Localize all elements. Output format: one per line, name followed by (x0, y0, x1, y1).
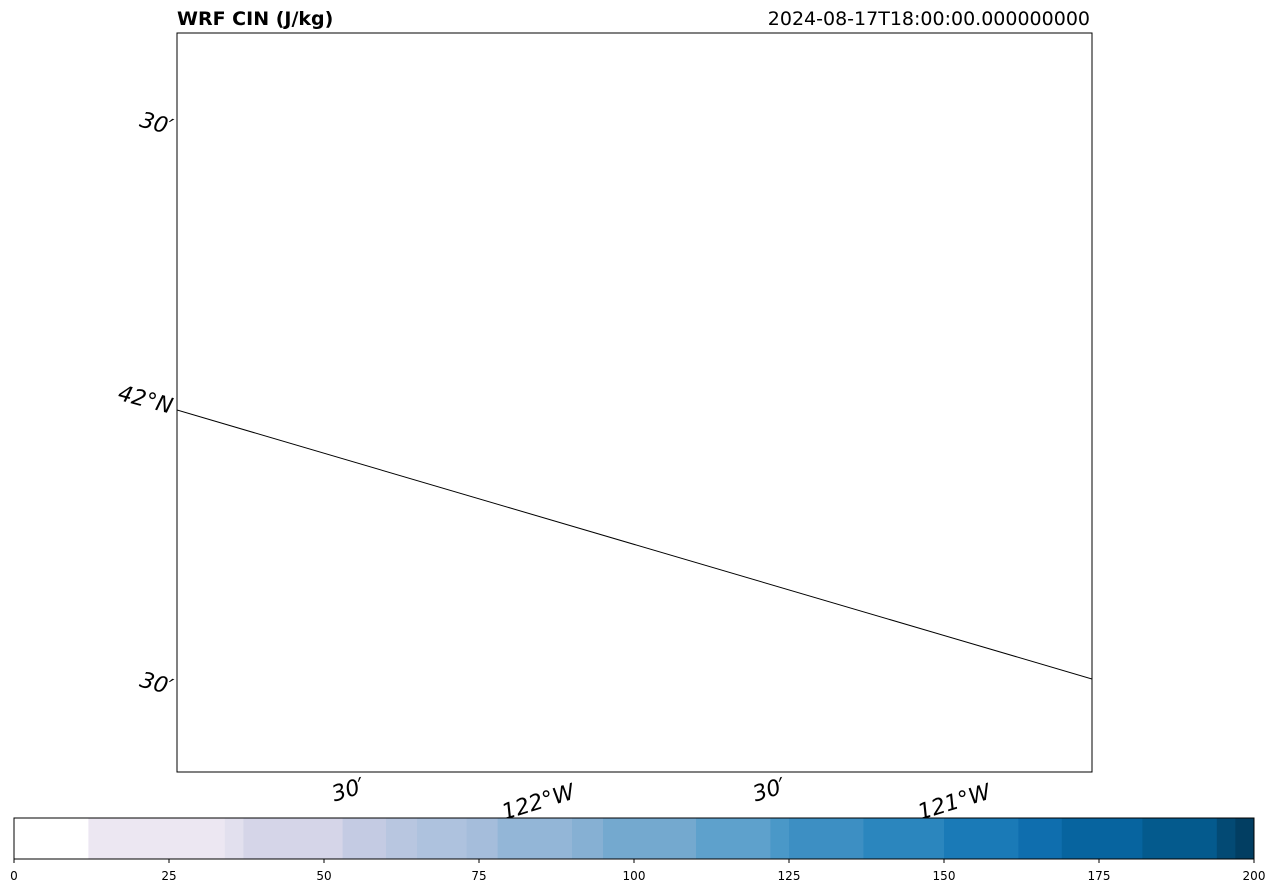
latitude-label: 30′ (137, 668, 175, 701)
colorbar-segment (770, 818, 790, 859)
colorbar-tick-label: 0 (10, 869, 18, 883)
map-background (177, 33, 1092, 772)
longitude-label: 30′ (750, 774, 789, 808)
colorbar-segment (1018, 818, 1063, 859)
colorbar-segment (497, 818, 573, 859)
colorbar-tick-label: 200 (1243, 869, 1266, 883)
colorbar-segment (1235, 818, 1255, 859)
latitude-label: 30′ (137, 108, 175, 141)
colorbar-segment (789, 818, 864, 859)
colorbar-segment (944, 818, 1019, 859)
colorbar: 0 25 50 75 100 125 150 175 200 (10, 817, 1265, 883)
graticule (177, 409, 1092, 680)
colorbar-segment (863, 818, 945, 859)
colorbar-segment (386, 818, 418, 859)
colorbar-segment (466, 818, 499, 859)
colorbar-tick-label: 150 (933, 869, 956, 883)
boundary-line (177, 409, 1092, 680)
colorbar-tick-label: 125 (778, 869, 801, 883)
colorbar-segment (1142, 818, 1218, 859)
colorbar-segment (1216, 818, 1236, 859)
colorbar-segments (14, 818, 1255, 859)
colorbar-segment (417, 818, 468, 859)
map-frame (176, 32, 1093, 773)
colorbar-segment (342, 818, 387, 859)
colorbar-segment (88, 818, 226, 859)
colorbar-segment (696, 818, 771, 859)
colorbar-segment (1061, 818, 1143, 859)
colorbar-ticks: 0 25 50 75 100 125 150 175 200 (10, 859, 1265, 883)
chart-title: WRF CIN (J/kg) (177, 8, 333, 30)
latitude-label: 42°N (115, 381, 175, 420)
colorbar-segment (243, 818, 344, 859)
colorbar-tick-label: 50 (316, 869, 331, 883)
colorbar-segment (572, 818, 604, 859)
colorbar-segment (14, 818, 89, 859)
longitude-label: 30′ (329, 774, 368, 808)
colorbar-tick-label: 75 (471, 869, 486, 883)
colorbar-segment (224, 818, 244, 859)
map-area: 30′42°N30′30′ 122°W 30′ 121°W (115, 32, 1093, 826)
chart-timestamp: 2024-08-17T18:00:00.000000000 (768, 8, 1090, 30)
colorbar-tick-label: 25 (161, 869, 176, 883)
colorbar-segment (603, 818, 697, 859)
colorbar-tick-label: 100 (623, 869, 646, 883)
colorbar-tick-label: 175 (1088, 869, 1111, 883)
